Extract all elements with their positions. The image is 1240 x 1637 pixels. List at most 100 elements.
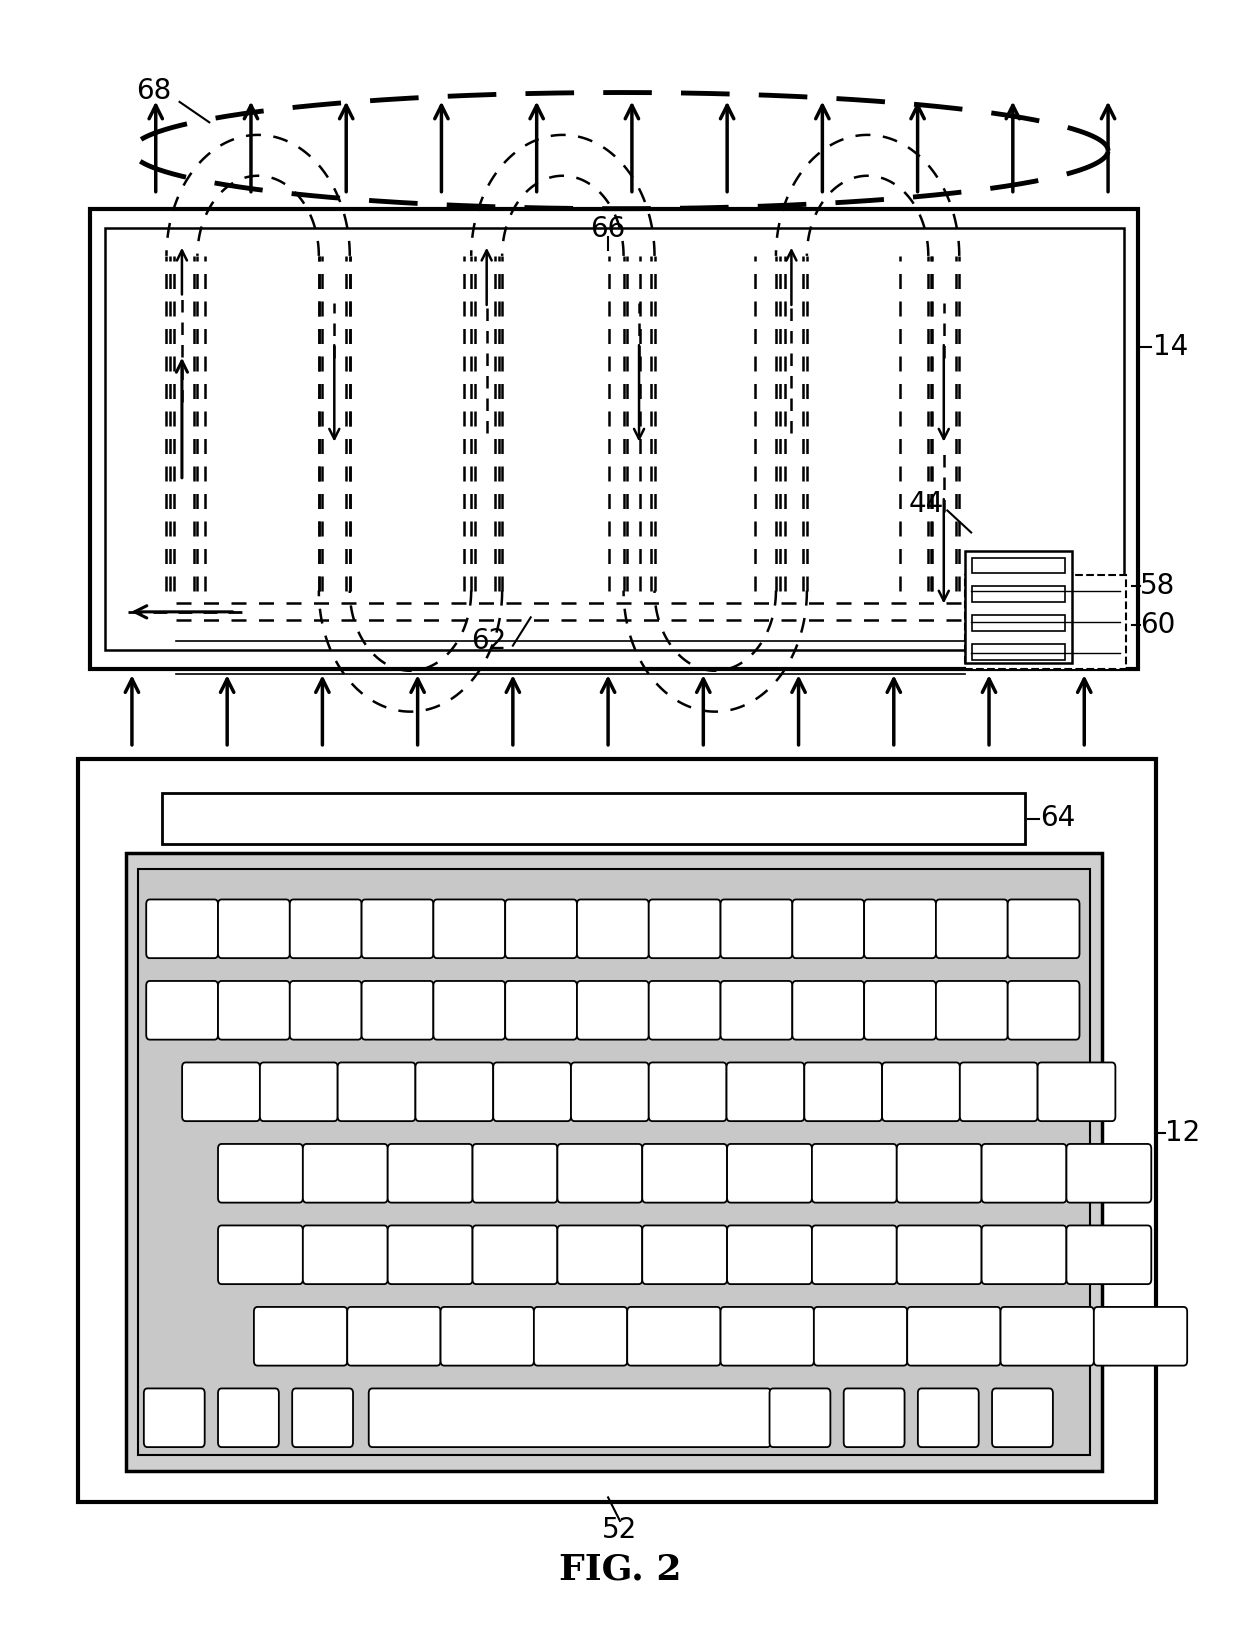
FancyBboxPatch shape <box>720 1306 813 1365</box>
FancyBboxPatch shape <box>218 1226 303 1283</box>
FancyBboxPatch shape <box>260 1062 337 1121</box>
FancyBboxPatch shape <box>992 1388 1053 1447</box>
FancyBboxPatch shape <box>982 1144 1066 1203</box>
FancyBboxPatch shape <box>146 899 218 958</box>
FancyBboxPatch shape <box>146 981 218 1039</box>
FancyBboxPatch shape <box>642 1144 727 1203</box>
FancyBboxPatch shape <box>649 899 720 958</box>
Bar <box>138 869 1090 1455</box>
FancyBboxPatch shape <box>813 1306 908 1365</box>
Bar <box>972 643 1065 660</box>
FancyBboxPatch shape <box>218 1144 303 1203</box>
FancyBboxPatch shape <box>918 1388 978 1447</box>
Text: 14: 14 <box>1153 332 1189 362</box>
FancyBboxPatch shape <box>362 899 434 958</box>
FancyBboxPatch shape <box>982 1226 1066 1283</box>
FancyBboxPatch shape <box>505 899 577 958</box>
Bar <box>161 794 1024 843</box>
FancyBboxPatch shape <box>720 899 792 958</box>
FancyBboxPatch shape <box>805 1062 882 1121</box>
Text: 68: 68 <box>135 77 171 105</box>
FancyBboxPatch shape <box>368 1388 771 1447</box>
Text: 44: 44 <box>909 489 944 519</box>
FancyBboxPatch shape <box>727 1226 812 1283</box>
Bar <box>972 558 1065 573</box>
FancyBboxPatch shape <box>1008 899 1080 958</box>
FancyBboxPatch shape <box>1001 1306 1094 1365</box>
FancyBboxPatch shape <box>812 1144 897 1203</box>
FancyBboxPatch shape <box>627 1306 720 1365</box>
FancyBboxPatch shape <box>649 1062 727 1121</box>
FancyBboxPatch shape <box>388 1226 472 1283</box>
FancyBboxPatch shape <box>936 981 1008 1039</box>
Text: 60: 60 <box>1141 611 1176 638</box>
FancyBboxPatch shape <box>1008 981 1080 1039</box>
FancyBboxPatch shape <box>882 1062 960 1121</box>
FancyBboxPatch shape <box>558 1226 642 1283</box>
FancyBboxPatch shape <box>642 1226 727 1283</box>
FancyBboxPatch shape <box>897 1144 982 1203</box>
FancyBboxPatch shape <box>415 1062 494 1121</box>
FancyBboxPatch shape <box>570 1062 649 1121</box>
Text: 62: 62 <box>471 627 507 655</box>
FancyBboxPatch shape <box>649 981 720 1039</box>
Bar <box>972 616 1065 630</box>
FancyBboxPatch shape <box>337 1062 415 1121</box>
FancyBboxPatch shape <box>1038 1062 1116 1121</box>
FancyBboxPatch shape <box>558 1144 642 1203</box>
FancyBboxPatch shape <box>864 899 936 958</box>
Bar <box>91 210 1138 670</box>
Text: 12: 12 <box>1166 1118 1200 1148</box>
FancyBboxPatch shape <box>843 1388 904 1447</box>
FancyBboxPatch shape <box>936 899 1008 958</box>
Bar <box>965 552 1073 663</box>
FancyBboxPatch shape <box>1066 1226 1151 1283</box>
Text: 52: 52 <box>603 1516 637 1544</box>
Bar <box>78 760 1156 1503</box>
FancyBboxPatch shape <box>303 1144 388 1203</box>
FancyBboxPatch shape <box>534 1306 627 1365</box>
FancyBboxPatch shape <box>505 981 577 1039</box>
FancyBboxPatch shape <box>440 1306 534 1365</box>
FancyBboxPatch shape <box>864 981 936 1039</box>
FancyBboxPatch shape <box>727 1144 812 1203</box>
FancyBboxPatch shape <box>472 1144 558 1203</box>
FancyBboxPatch shape <box>812 1226 897 1283</box>
Bar <box>104 228 1123 650</box>
Text: 58: 58 <box>1141 571 1176 599</box>
FancyBboxPatch shape <box>254 1306 347 1365</box>
FancyBboxPatch shape <box>290 899 362 958</box>
FancyBboxPatch shape <box>388 1144 472 1203</box>
FancyBboxPatch shape <box>577 981 649 1039</box>
FancyBboxPatch shape <box>434 899 505 958</box>
FancyBboxPatch shape <box>908 1306 1001 1365</box>
FancyBboxPatch shape <box>182 1062 260 1121</box>
FancyBboxPatch shape <box>720 981 792 1039</box>
Bar <box>972 586 1065 602</box>
Bar <box>965 575 1126 670</box>
FancyBboxPatch shape <box>494 1062 570 1121</box>
FancyBboxPatch shape <box>362 981 434 1039</box>
FancyBboxPatch shape <box>293 1388 353 1447</box>
FancyBboxPatch shape <box>434 981 505 1039</box>
FancyBboxPatch shape <box>472 1226 558 1283</box>
FancyBboxPatch shape <box>218 899 290 958</box>
FancyBboxPatch shape <box>347 1306 440 1365</box>
Text: FIG. 2: FIG. 2 <box>559 1552 681 1586</box>
FancyBboxPatch shape <box>218 1388 279 1447</box>
FancyBboxPatch shape <box>577 899 649 958</box>
FancyBboxPatch shape <box>1094 1306 1187 1365</box>
FancyBboxPatch shape <box>960 1062 1038 1121</box>
Text: 64: 64 <box>1040 804 1075 833</box>
FancyBboxPatch shape <box>144 1388 205 1447</box>
FancyBboxPatch shape <box>897 1226 982 1283</box>
FancyBboxPatch shape <box>303 1226 388 1283</box>
Text: 66: 66 <box>590 214 626 244</box>
FancyBboxPatch shape <box>770 1388 831 1447</box>
FancyBboxPatch shape <box>1066 1144 1151 1203</box>
FancyBboxPatch shape <box>218 981 290 1039</box>
FancyBboxPatch shape <box>727 1062 805 1121</box>
FancyBboxPatch shape <box>792 899 864 958</box>
FancyBboxPatch shape <box>792 981 864 1039</box>
FancyBboxPatch shape <box>290 981 362 1039</box>
